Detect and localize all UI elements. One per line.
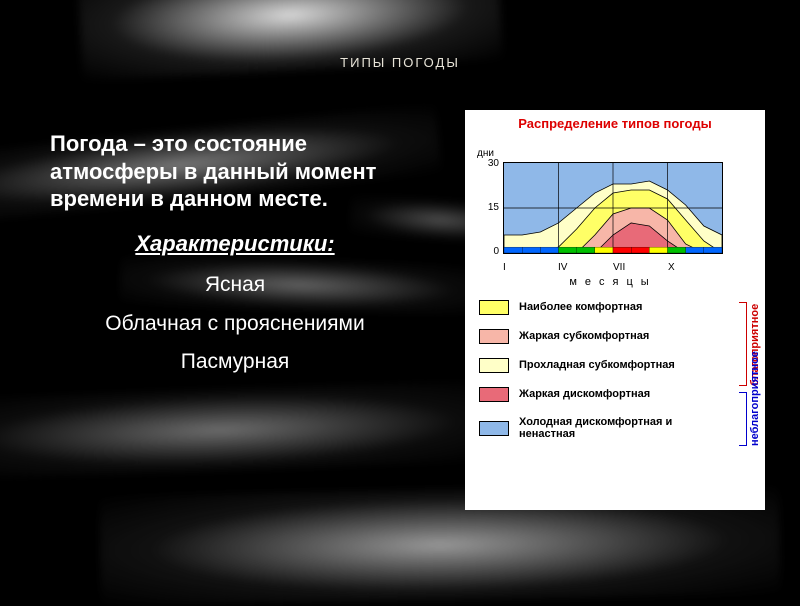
legend-label: Наиболее комфортная	[519, 301, 642, 313]
legend-label: Холодная дискомфортная и ненастная	[519, 416, 729, 440]
legend-swatch	[479, 387, 509, 402]
definition-text: Погода – это состояние атмосферы в данны…	[50, 130, 420, 213]
legend-swatch	[479, 329, 509, 344]
group-bracket	[739, 392, 747, 446]
characteristic-item: Ясная	[50, 273, 420, 297]
legend-label: Прохладная субкомфортная	[519, 359, 675, 371]
x-tick: I	[503, 262, 558, 273]
text-block: Погода – это состояние атмосферы в данны…	[50, 130, 420, 388]
weather-distribution-figure: Распределение типов погоды дни 30 15 0 I…	[465, 110, 765, 510]
chart: дни 30 15 0 I IV VII X месяцы	[475, 134, 727, 284]
legend-row: Холодная дискомфортная и ненастная	[479, 416, 729, 440]
x-tick: X	[668, 262, 723, 273]
legend: Наиболее комфортная Жаркая субкомфортная…	[479, 300, 729, 454]
legend-label: Жаркая дискомфортная	[519, 388, 650, 400]
y-tick: 0	[493, 246, 499, 257]
legend-row: Жаркая дискомфортная	[479, 387, 729, 402]
x-axis-title: месяцы	[503, 276, 723, 288]
characteristic-item: Облачная с прояснениями	[50, 311, 420, 336]
group-label: неблагоприятное	[749, 392, 761, 446]
legend-swatch	[479, 358, 509, 373]
characteristics-heading: Характеристики:	[50, 231, 420, 257]
y-axis: 30 15 0	[475, 162, 501, 254]
characteristic-item: Пасмурная	[50, 350, 420, 374]
slide-title: ТИПЫ ПОГОДЫ	[0, 55, 800, 70]
legend-row: Наиболее комфортная	[479, 300, 729, 315]
x-tick: IV	[558, 262, 613, 273]
plot-area	[503, 162, 723, 254]
group-bracket	[739, 302, 747, 386]
figure-title: Распределение типов погоды	[465, 110, 765, 133]
legend-row: Прохладная субкомфортная	[479, 358, 729, 373]
legend-swatch	[479, 300, 509, 315]
x-tick: VII	[613, 262, 668, 273]
x-axis-ticks: I IV VII X	[503, 262, 723, 273]
y-tick: 15	[488, 202, 499, 213]
legend-row: Жаркая субкомфортная	[479, 329, 729, 344]
legend-label: Жаркая субкомфортная	[519, 330, 649, 342]
y-tick: 30	[488, 158, 499, 169]
legend-swatch	[479, 421, 509, 436]
